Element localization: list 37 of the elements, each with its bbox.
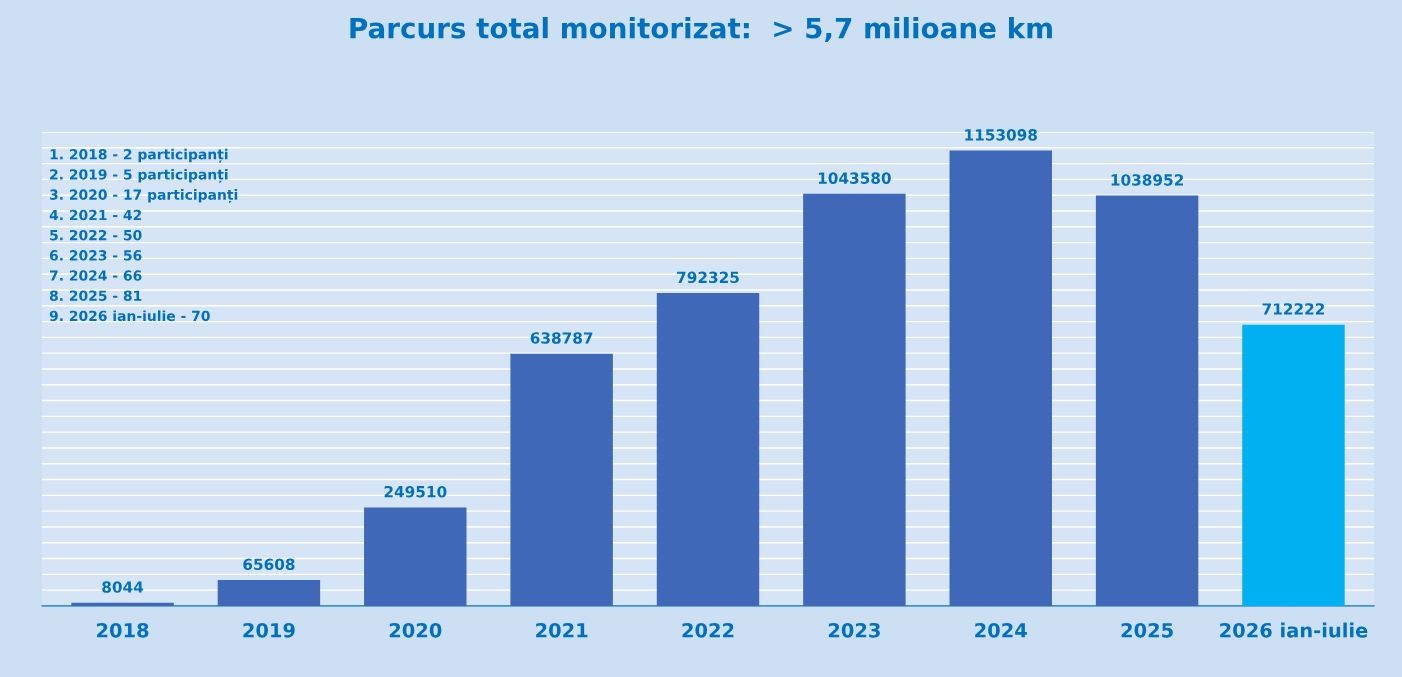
x-tick-label: 2022 bbox=[682, 622, 734, 638]
chart-title: Parcurs total monitorizat: > 5,7 milioane km bbox=[350, 17, 1052, 43]
data-label: 792325 bbox=[677, 271, 739, 284]
bar bbox=[217, 580, 321, 606]
annotation: 4. 2021 - 42 bbox=[49, 209, 142, 221]
bar bbox=[656, 293, 760, 606]
x-tick-label: 2018 bbox=[97, 622, 149, 638]
bar bbox=[803, 193, 906, 606]
bar bbox=[364, 507, 467, 606]
annotation: 2. 2019 - 5 participanți bbox=[50, 168, 228, 183]
data-label: 1043580 bbox=[818, 172, 891, 184]
bar bbox=[1095, 195, 1199, 606]
annotation: 5. 2022 - 50 bbox=[50, 229, 142, 241]
annotation: 8. 2025 - 81 bbox=[49, 290, 142, 301]
annotation: 7. 2024 - 66 bbox=[50, 270, 142, 281]
bar bbox=[510, 353, 613, 606]
data-label: 1038952 bbox=[1111, 174, 1183, 186]
x-tick-label: 2026 ian-iulie bbox=[1220, 622, 1368, 638]
bar bbox=[1242, 324, 1345, 606]
data-label: 249510 bbox=[384, 485, 447, 498]
annotation: 9. 2026 ian-iulie - 70 bbox=[49, 310, 210, 322]
data-label: 712222 bbox=[1262, 303, 1325, 315]
x-tick-label: 2020 bbox=[389, 622, 442, 638]
x-tick-label: 2019 bbox=[243, 622, 295, 638]
x-tick-label: 2025 bbox=[1121, 622, 1173, 638]
x-tick-label: 2024 bbox=[975, 622, 1027, 638]
annotation: 1. 2018 - 2 participanți bbox=[50, 148, 228, 163]
data-label: 638787 bbox=[530, 332, 593, 344]
x-tick-label: 2023 bbox=[828, 622, 880, 638]
annotation: 3. 2020 - 17 participanți bbox=[50, 189, 238, 203]
annotation: 6. 2023 - 56 bbox=[49, 250, 142, 261]
data-label: 8044 bbox=[102, 581, 144, 593]
bar bbox=[71, 602, 174, 606]
bar bbox=[949, 150, 1052, 606]
data-label: 1153098 bbox=[965, 129, 1037, 141]
data-label: 65608 bbox=[243, 558, 295, 571]
x-tick-label: 2021 bbox=[536, 622, 588, 638]
